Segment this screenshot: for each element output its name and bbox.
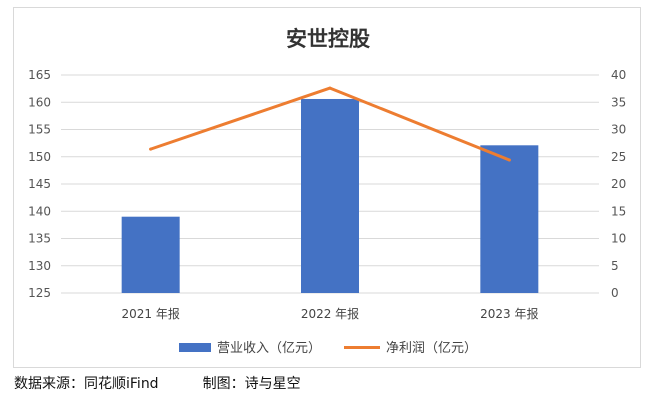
x-tick-label-1: 2022 年报 [301,306,359,321]
bar-0 [121,216,180,293]
y-axis-left: 125 130 135 140 145 150 155 160 165 [28,68,51,300]
y-left-tick-label-0: 125 [28,286,51,300]
y-right-tick-label-2: 10 [611,232,626,246]
y-left-tick-label-3: 140 [28,204,51,218]
legend-label-profit: 净利润（亿元） [386,341,477,356]
legend-label-revenue: 营业收入（亿元） [217,341,321,356]
chart-credit: 制图：诗与星空 [202,376,301,392]
y-right-tick-label-6: 30 [611,123,626,137]
y-left-tick-label-1: 130 [28,259,51,273]
legend: 营业收入（亿元） 净利润（亿元） [179,341,477,356]
line-point-2 [507,158,511,162]
x-axis: 2021 年报 2022 年报 2023 年报 [121,306,538,321]
x-tick-label-2: 2023 年报 [480,306,538,321]
line-point-0 [149,147,153,151]
y-axis-right: 0 5 10 15 20 25 30 35 40 [611,68,626,300]
line-point-1 [328,86,332,90]
chart-title: 安世控股 [286,26,370,51]
x-tick-label-0: 2021 年报 [121,306,179,321]
data-source: 数据来源：同花顺iFind [14,376,159,392]
chart-frame: 安世控股 125 130 135 140 145 150 155 160 165 0 5 10 15 2… [13,7,641,368]
legend-swatch-revenue [179,343,211,352]
y-right-tick-label-5: 25 [611,150,626,164]
y-right-tick-label-0: 0 [611,286,619,300]
y-left-tick-label-5: 150 [28,150,51,164]
y-left-tick-label-7: 160 [28,95,51,109]
y-left-tick-label-2: 135 [28,232,51,246]
line-layer [149,86,511,162]
y-left-tick-label-6: 155 [28,123,51,137]
y-right-tick-label-1: 5 [611,259,619,273]
y-right-tick-label-7: 35 [611,95,626,109]
y-right-tick-label-3: 15 [611,204,626,218]
y-right-tick-label-8: 40 [611,68,626,82]
bar-1 [301,98,359,293]
y-right-tick-label-4: 20 [611,177,626,191]
chart-svg: 安世控股 125 130 135 140 145 150 155 160 165 0 5 10 15 2… [28,26,626,356]
bar-2 [480,145,539,293]
bar-layer [121,98,539,293]
y-left-tick-label-8: 165 [28,68,51,82]
footer: 数据来源：同花顺iFind 制图：诗与星空 [14,373,301,393]
y-left-tick-label-4: 145 [28,177,51,191]
